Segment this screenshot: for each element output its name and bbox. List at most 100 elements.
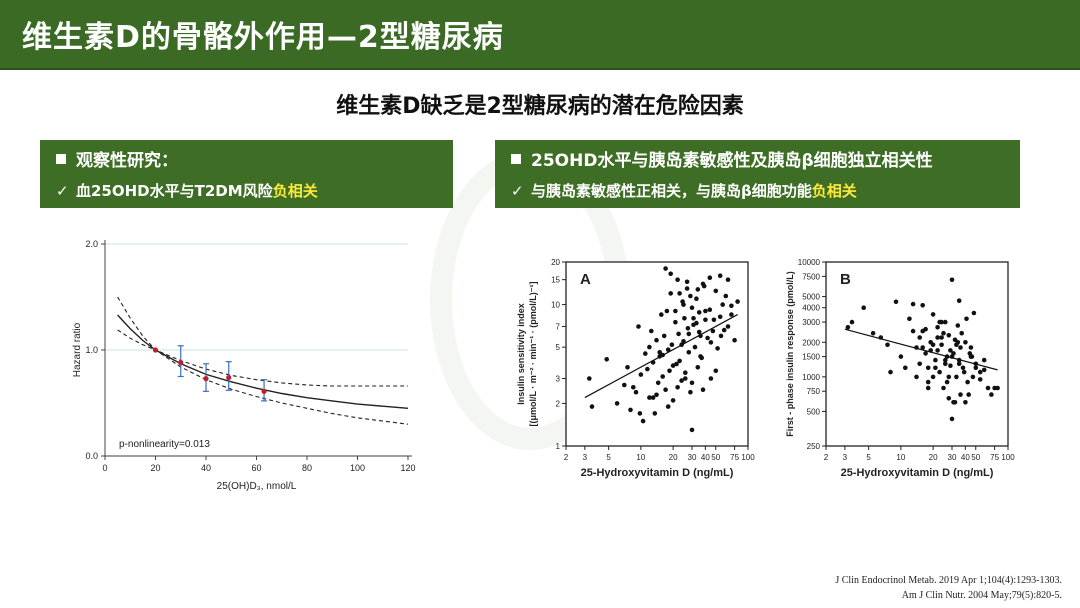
- sensitivity-data-point: [707, 275, 713, 281]
- insulin-response-data-point: [861, 305, 866, 311]
- sensitivity-data-point: [684, 286, 690, 291]
- sensitivity-data-point: [695, 287, 701, 292]
- insulin-response-data-point: [981, 367, 987, 373]
- insulin-response-data-point: [956, 361, 962, 367]
- check-icon: ✓: [511, 182, 524, 200]
- sensitivity-x-tick-label: 75: [730, 453, 739, 462]
- insulin-response-x-tick-label: 30: [948, 453, 957, 462]
- insulin-response-data-point: [935, 348, 940, 353]
- sensitivity-data-point: [718, 333, 724, 339]
- insulin-response-data-point: [995, 385, 1000, 391]
- sensitivity-x-tick-label: 2: [564, 453, 569, 462]
- sensitivity-y-tick-label: 7: [556, 322, 561, 331]
- sensitivity-x-tick-label: 10: [636, 453, 645, 462]
- sensitivity-data-point: [735, 299, 740, 304]
- sensitivity-data-point: [698, 354, 703, 359]
- sensitivity-data-point: [691, 316, 696, 321]
- sensitivity-data-point: [684, 279, 690, 285]
- insulin-response-data-point: [981, 357, 987, 363]
- insulin-response-y-tick-label: 4000: [802, 304, 820, 313]
- sensitivity-data-point: [638, 372, 644, 377]
- panel-point: ✓ 血25OHD水平与T2DM风险负相关: [56, 180, 453, 202]
- insulin-response-data-point: [968, 345, 974, 350]
- sensitivity-data-point: [708, 340, 714, 345]
- sensitivity-data-point: [732, 337, 737, 343]
- insulin-response-data-point: [943, 319, 948, 325]
- sensitivity-panel-label: A: [580, 271, 591, 288]
- insulin-response-data-point: [959, 330, 964, 336]
- insulin-response-data-point: [973, 365, 979, 371]
- insulin-response-data-point: [939, 342, 944, 348]
- hazard-point: [178, 360, 184, 366]
- insulin-response-x-tick-label: 40: [961, 453, 970, 462]
- sensitivity-data-point: [710, 328, 716, 334]
- sensitivity-data-point: [660, 374, 665, 379]
- sensitivity-trend-line: [584, 314, 738, 399]
- sensitivity-data-point: [636, 324, 641, 329]
- sensitivity-data-point: [717, 273, 723, 279]
- sensitivity-y-label: Insulin sensitivity index: [516, 303, 526, 405]
- insulin-response-data-point: [941, 330, 946, 336]
- square-bullet-icon: [511, 154, 521, 164]
- hazard-x-tick-label: 80: [302, 463, 312, 473]
- insulin-response-data-point: [943, 357, 948, 363]
- insulin-response-y-tick-label: 10000: [798, 258, 821, 267]
- sensitivity-data-point: [649, 328, 654, 334]
- sensitivity-data-point: [652, 411, 658, 416]
- insulin-response-data-point: [941, 385, 946, 391]
- sensitivity-data-point: [689, 427, 695, 433]
- insulin-response-data-point: [989, 392, 994, 397]
- insulin-response-panel-label: B: [840, 271, 851, 288]
- sensitivity-y-tick-label: 15: [551, 276, 560, 285]
- sensitivity-data-point: [667, 368, 672, 374]
- sensitivity-data-point: [708, 376, 714, 381]
- reference-2: Am J Clin Nutr. 2004 May;79(5):820-5.: [901, 590, 1062, 601]
- sensitivity-data-point: [694, 296, 699, 302]
- insulin-response-data-point: [939, 335, 944, 340]
- insulin-response-data-point: [930, 342, 936, 348]
- hazard-point: [226, 374, 232, 381]
- insulin-response-data-point: [920, 328, 925, 334]
- insulin-response-data-point: [971, 310, 977, 316]
- insulin-response-data-point: [893, 299, 899, 305]
- insulin-response-data-point: [968, 354, 974, 359]
- hazard-y-label: Hazard ratio: [72, 322, 83, 377]
- insulin-response-data-point: [925, 379, 931, 385]
- sensitivity-data-point: [703, 317, 708, 323]
- sensitivity-x-tick-label: 3: [583, 453, 588, 462]
- sensitivity-data-point: [647, 395, 652, 400]
- sensitivity-data-point: [655, 380, 661, 386]
- insulin-response-data-point: [920, 303, 925, 308]
- hazard-y-tick-label: 2.0: [85, 239, 98, 249]
- sensitivity-data-point: [725, 324, 731, 329]
- insulin-response-data-point: [888, 369, 893, 375]
- insulin-response-data-point: [970, 374, 976, 380]
- insulin-response-data-point: [966, 392, 971, 397]
- panel-point-highlight: 负相关: [811, 182, 857, 200]
- sensitivity-data-point: [668, 291, 673, 296]
- sensitivity-data-point: [637, 411, 643, 416]
- insulin-response-data-point: [898, 354, 904, 359]
- sensitivity-plot-frame: [565, 261, 749, 447]
- insulin-response-data-point: [845, 325, 851, 330]
- insulin-response-data-point: [910, 328, 916, 334]
- insulin-response-data-point: [954, 374, 959, 380]
- panel-point-highlight: 负相关: [272, 182, 318, 200]
- sensitivity-data-point: [720, 302, 725, 307]
- insulin-response-data-point: [955, 323, 961, 328]
- sensitivity-data-point: [663, 266, 668, 271]
- sensitivity-y-tick-label: 10: [551, 301, 560, 310]
- sensitivity-data-point: [715, 346, 720, 351]
- hazard-x-tick-label: 100: [350, 463, 365, 473]
- hazard-annotation: p-nonlinearity=0.013: [119, 439, 210, 450]
- insulin-response-y-tick-label: 5000: [802, 293, 820, 302]
- sensitivity-data-point: [692, 344, 698, 350]
- sensitivity-data-point: [711, 317, 717, 323]
- sensitivity-data-point: [643, 351, 648, 356]
- sensitivity-data-point: [689, 380, 695, 386]
- insulin-response-data-point: [958, 345, 963, 350]
- sensitivity-data-point: [587, 376, 592, 381]
- panel-heading: 观察性研究：: [56, 148, 453, 174]
- insulin-response-data-point: [925, 385, 931, 391]
